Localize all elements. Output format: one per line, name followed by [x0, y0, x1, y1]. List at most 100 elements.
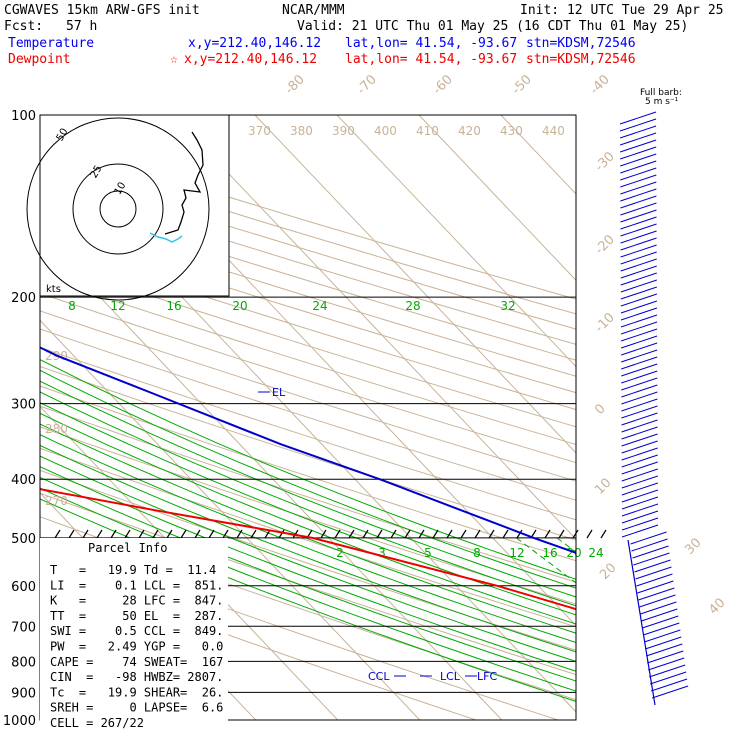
parcel-info-row: SREH = 0 LAPSE= 6.6 [50, 701, 223, 715]
wind-barb [620, 293, 658, 307]
wind-barb [643, 622, 680, 636]
isotherm-tick-label: -60 [430, 72, 456, 98]
parcel-info-row: SWI = 0.5 CCL = 849. [50, 624, 223, 638]
isotherm-tick-label: -80 [282, 72, 308, 98]
moist-adiabat-line [40, 358, 576, 580]
wind-barb [621, 510, 659, 524]
wind-barb [620, 335, 658, 349]
parcel-info-row: PW = 2.49 YGP = 0.0 [50, 640, 223, 654]
level-hatch-mark [152, 529, 159, 539]
wind-barb [621, 363, 658, 377]
level-hatch-mark [404, 529, 411, 539]
wind-barb [621, 447, 658, 461]
wind-barb [638, 587, 675, 601]
hodograph-ring-50 [26, 117, 210, 301]
dry-adiabat-line [40, 292, 576, 464]
theta-tick-label: 410 [416, 124, 439, 138]
wind-barb [620, 328, 658, 342]
level-hatch-mark [600, 529, 607, 539]
wind-barb [620, 216, 657, 230]
wind-barb [621, 356, 658, 370]
wind-barb [620, 181, 657, 195]
wind-barb [619, 111, 657, 125]
parcel-info-row: LI = 0.1 LCL = 851. [50, 578, 223, 592]
level-annotation-ccl: CCL [368, 670, 390, 683]
pressure-tick-label: 200 [11, 291, 36, 306]
wind-barb [620, 244, 657, 258]
level-hatch-mark [166, 529, 173, 539]
theta-tick-label: 280 [45, 422, 68, 436]
dry-adiabat-line [40, 469, 576, 651]
theta-tick-label: 420 [458, 124, 481, 138]
wind-barb [621, 454, 658, 468]
wind-barb [634, 559, 671, 573]
dry-adiabat-line [40, 242, 576, 411]
wind-barb [620, 251, 657, 265]
wind-barb [620, 265, 657, 279]
mixing-ratio-label: 8 [68, 299, 76, 313]
wind-barb [621, 496, 659, 510]
level-hatch-mark [208, 529, 215, 539]
parcel-info-box: Parcel Info T = 19.9 Td = 11.4LI = 0.1 L… [40, 538, 228, 730]
dry-adiabat-line [40, 195, 576, 361]
mixing-ratio-label: 12 [110, 299, 125, 313]
wind-barb [648, 657, 685, 671]
wind-barb [620, 188, 657, 202]
wind-barb [636, 573, 673, 587]
theta-tick-label: 370 [248, 124, 271, 138]
pressure-tick-label: 100 [11, 109, 36, 124]
hodograph: 10 25 50 kts [26, 114, 230, 301]
level-hatch-mark [502, 529, 509, 539]
hodograph-surface-segment [149, 232, 183, 243]
pressure-tick-label: 900 [11, 686, 36, 701]
wind-barb [645, 636, 682, 650]
dewpoint-stn: stn=KDSM,72546 [526, 52, 636, 67]
wind-barb [631, 538, 668, 552]
dewpoint-latlon: lat,lon= 41.54, -93.67 [345, 52, 517, 67]
dry-adiabat-line [40, 346, 576, 521]
wind-barb [621, 461, 658, 475]
theta-tick-label: 390 [332, 124, 355, 138]
wind-barb [621, 349, 658, 363]
level-hatch-mark [222, 529, 229, 539]
dry-adiabat-line [40, 210, 576, 377]
wind-barb [621, 489, 659, 503]
isotherm-line [172, 115, 576, 540]
pressure-tick-label: 500 [11, 532, 36, 547]
wind-barb [642, 615, 679, 629]
wind-barb-staff [627, 539, 656, 706]
wind-barb [633, 552, 670, 566]
level-hatch-mark [376, 529, 383, 539]
level-hatch-mark [544, 529, 551, 539]
hodograph-trace [164, 131, 204, 235]
level-hatch-mark [264, 529, 271, 539]
wind-barb [621, 482, 659, 496]
level-hatch-mark [124, 529, 131, 539]
isotherm-tick-label: -70 [354, 72, 380, 98]
wind-barb [635, 566, 672, 580]
parcel-info-row: CAPE = 74 SWEAT= 167 [50, 655, 223, 669]
level-hatch-mark [96, 529, 103, 539]
mixing-ratio-label: 16 [166, 299, 181, 313]
parcel-title: Parcel Info [88, 541, 167, 555]
level-hatch-mark [558, 529, 565, 539]
pressure-tick-label: 300 [11, 398, 36, 413]
hodograph-ring-25 [72, 163, 164, 255]
dry-adiabat-line [40, 565, 477, 720]
mixing-ratio-label: 32 [500, 299, 515, 313]
pressure-tick-label: 800 [11, 655, 36, 670]
isotherm-line [40, 405, 339, 720]
wind-barb [620, 342, 658, 356]
level-hatch-mark [432, 529, 439, 539]
wind-barb [644, 629, 681, 643]
level-hatch-mark [516, 529, 523, 539]
level-hatch-mark [586, 529, 593, 539]
theta-tick-label: 380 [290, 124, 313, 138]
wind-barb [621, 412, 658, 426]
theta-tick-label: 430 [500, 124, 523, 138]
mixing-ratio-line [556, 537, 576, 553]
mixing-ratio-label: 3 [378, 546, 386, 560]
wind-barb [637, 580, 674, 594]
wind-barb [620, 307, 658, 321]
